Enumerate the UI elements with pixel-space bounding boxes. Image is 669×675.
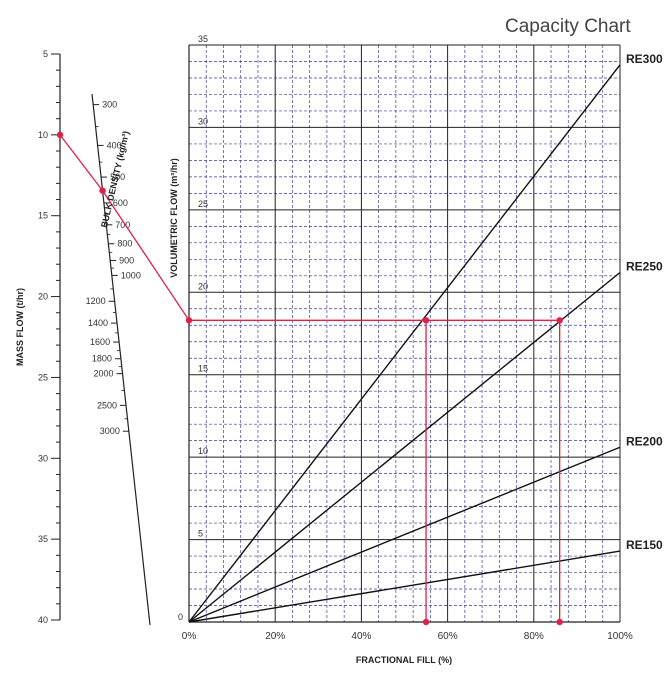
x-axis-label: FRACTIONAL FILL (%): [356, 655, 452, 665]
bulk-density-tick-label: 1000: [121, 270, 141, 280]
x-tick-label: 100%: [607, 631, 633, 642]
y-tick-label: 15: [198, 364, 208, 374]
example-point: [56, 131, 64, 139]
bulk-density-tick-label: 1400: [88, 318, 108, 328]
series-line-re300: [188, 64, 621, 623]
series-label-re250: RE250: [626, 260, 663, 274]
y-tick-label: 0: [178, 612, 183, 622]
bulk-density-tick-label: 800: [117, 239, 132, 249]
y-tick-label: 30: [198, 116, 208, 126]
y-tick-label: 5: [198, 529, 203, 539]
example-point: [99, 187, 106, 194]
series-line-re150: [188, 550, 621, 623]
bulk-density-tick-label: 2500: [97, 400, 117, 410]
mass-flow-tick-label: 25: [38, 372, 48, 382]
x-tick-label: 0%: [182, 631, 197, 642]
y-axis-label: VOLUMETRIC FLOW (m³/hr): [169, 158, 179, 277]
bulk-density-tick-label: 1800: [92, 354, 112, 364]
example-point: [185, 317, 193, 324]
example-point: [422, 317, 430, 324]
example-point: [556, 618, 563, 626]
bulk-density-tick-label: 500: [110, 172, 125, 182]
y-tick-label: 10: [198, 446, 208, 456]
bulk-density-tick-label: 3000: [100, 426, 120, 436]
y-tick-label: 35: [198, 34, 208, 44]
x-tick-label: 80%: [524, 631, 544, 642]
bulk-density-tick-label: 300: [102, 100, 117, 110]
mass-flow-label: MASS FLOW (t/hr): [15, 288, 25, 366]
bulk-density-tick-label: 400: [107, 140, 122, 150]
mass-flow-tick-label: 20: [38, 292, 48, 302]
bulk-density-tick-label: 1600: [90, 337, 110, 347]
x-tick-label: 20%: [265, 631, 285, 642]
mass-flow-tick-label: 5: [43, 49, 48, 59]
y-tick-label: 20: [198, 281, 208, 291]
x-tick-label: 60%: [438, 631, 458, 642]
bulk-density-tick-label: 700: [115, 220, 130, 230]
example-point: [422, 618, 430, 626]
series-line-re200: [188, 446, 621, 623]
mass-flow-tick-label: 30: [38, 453, 48, 463]
mass-flow-tick-label: 40: [38, 615, 48, 625]
series-label-re300: RE300: [626, 52, 663, 66]
bulk-density-tick-label: 600: [113, 198, 128, 208]
example-point: [556, 317, 563, 324]
mass-flow-tick-label: 35: [38, 534, 48, 544]
bulk-density-tick-label: 1200: [86, 296, 106, 306]
x-tick-label: 40%: [351, 631, 371, 642]
bulk-density-axis: [91, 93, 151, 626]
mass-flow-tick-label: 15: [38, 211, 48, 221]
bulk-density-tick-label: 2000: [94, 369, 114, 379]
bulk-density-tick-label: 900: [119, 255, 134, 265]
y-tick-label: 25: [198, 199, 208, 209]
mass-flow-tick-label: 10: [38, 130, 48, 140]
series-label-re150: RE150: [626, 538, 663, 552]
series-label-re200: RE200: [626, 434, 663, 448]
series-line-re250: [188, 271, 621, 623]
chart-title: Capacity Chart: [505, 16, 631, 37]
